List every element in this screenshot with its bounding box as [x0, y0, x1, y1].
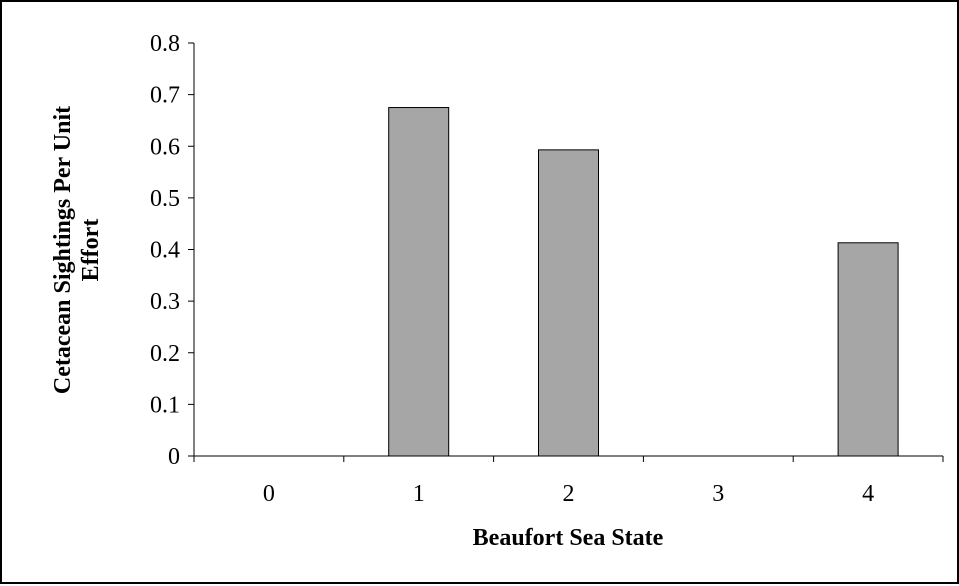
y-tick-label: 0.4 — [150, 238, 180, 264]
bars — [388, 107, 899, 457]
x-tick-label: 4 — [862, 481, 874, 507]
y-tick-label: 0.6 — [150, 134, 180, 160]
y-axis: 0 0.1 0.2 0.3 0.4 0.5 0.6 0.7 0.8 — [150, 31, 195, 470]
y-axis-title-line-2: Effort — [78, 219, 104, 282]
y-tick-label: 0.5 — [150, 186, 180, 212]
bar-4 — [837, 242, 899, 457]
y-tick-label: 0.1 — [150, 392, 180, 418]
x-tick-label: 3 — [712, 481, 724, 507]
x-axis-title: Beaufort Sea State — [473, 525, 664, 551]
y-tick-label: 0 — [168, 444, 180, 470]
y-axis-title: Cetacean Sightings Per Unit Effort — [50, 106, 104, 394]
bar-2 — [538, 149, 599, 457]
y-tick-label: 0.7 — [150, 83, 180, 109]
y-tick-label: 0.2 — [150, 341, 180, 367]
x-tick-label: 0 — [263, 481, 275, 507]
y-tick-label: 0.8 — [150, 31, 180, 57]
x-tick-label: 2 — [563, 481, 575, 507]
x-axis: 0 1 2 3 4 — [193, 455, 944, 507]
bar-1 — [388, 107, 450, 457]
x-tick-label: 1 — [413, 481, 425, 507]
y-tick-label: 0.3 — [150, 289, 180, 315]
y-axis-title-line-1: Cetacean Sightings Per Unit — [50, 106, 76, 394]
